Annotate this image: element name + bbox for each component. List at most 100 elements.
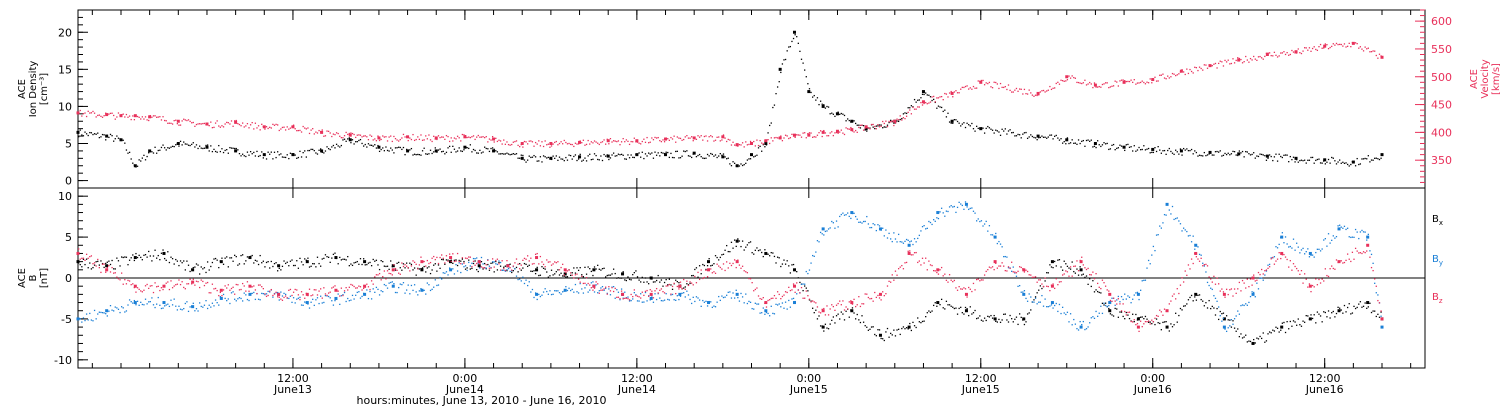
bx-series-trace [178, 264, 180, 267]
velocity-series-trace [546, 144, 548, 146]
velocity-series-point [205, 122, 209, 126]
ion-density-series-trace [97, 132, 99, 134]
by-series-trace [1122, 298, 1124, 301]
bz-series-point [1050, 284, 1054, 288]
by-series-point [191, 305, 195, 309]
velocity-series-trace [1060, 79, 1062, 81]
velocity-series-trace [926, 103, 928, 105]
bx-series-trace [401, 269, 403, 271]
velocity-series-trace [527, 143, 529, 145]
by-series-trace [1097, 315, 1099, 317]
ion-density-series-trace [1259, 153, 1261, 155]
bz-series-trace [944, 273, 946, 275]
by-series-trace [1311, 254, 1314, 256]
ion-density-series-trace [388, 150, 390, 152]
bz-series-trace [619, 297, 621, 300]
by-series-trace [601, 285, 604, 288]
velocity-series-trace [375, 140, 378, 142]
bz-series-trace [1259, 273, 1261, 276]
velocity-series-trace [843, 133, 846, 136]
bz-series-trace [1253, 274, 1255, 276]
velocity-series-trace [1009, 89, 1011, 92]
bz-series-trace [762, 297, 764, 299]
bx-series-trace [753, 253, 755, 255]
bz-series-trace [1184, 270, 1186, 272]
bz-series-trace [1162, 314, 1164, 316]
bz-series-trace [1262, 273, 1264, 275]
bx-series-trace [662, 285, 664, 287]
ion-density-series-trace [901, 117, 903, 120]
by-series-trace [1278, 243, 1280, 246]
ion-density-series-trace [880, 124, 882, 126]
bz-series-trace [310, 295, 312, 297]
by-series-trace [1192, 235, 1194, 237]
velocity-series-trace [598, 143, 600, 146]
ion-density-series-trace [667, 151, 669, 154]
bz-series-point [1194, 251, 1198, 255]
bx-series-trace [698, 265, 701, 267]
ion-density-series-trace [307, 149, 309, 152]
velocity-series-point [234, 120, 238, 124]
bx-series-trace [1004, 313, 1006, 315]
ion-density-series-trace [1189, 149, 1191, 152]
bx-series-trace [1337, 306, 1339, 308]
by-series-trace [886, 237, 889, 239]
bz-series-trace [197, 281, 199, 283]
by-series-point [821, 227, 825, 231]
velocity-series-trace [522, 146, 524, 148]
ion-density-series-trace [1272, 159, 1274, 162]
by-series-trace [1302, 247, 1304, 250]
ion-density-series-trace [985, 127, 987, 130]
bx-series-trace [1313, 314, 1315, 316]
by-series-trace [1082, 320, 1084, 323]
velocity-series-trace [363, 135, 365, 137]
ion-density-series-trace [603, 153, 605, 156]
bz-series-trace [819, 312, 822, 314]
bx-series-trace [296, 260, 298, 262]
velocity-series-trace [862, 129, 865, 131]
velocity-series-trace [1100, 86, 1102, 88]
velocity-series-trace [1014, 89, 1016, 91]
velocity-series-trace [593, 140, 596, 142]
by-series-trace [1334, 237, 1336, 239]
by-series-trace [479, 267, 481, 269]
bx-series-trace [238, 263, 241, 265]
ion-density-series-trace [883, 126, 885, 128]
bz-series-trace [1023, 271, 1026, 273]
bx-series-trace [915, 326, 917, 329]
bz-series-trace [194, 284, 196, 286]
ion-density-series-trace [546, 157, 548, 159]
bz-series-trace [1026, 270, 1029, 273]
ion-density-series-trace [327, 148, 330, 150]
bx-series-trace [776, 256, 779, 258]
ion-density-series-trace [784, 58, 787, 61]
ion-density-series-trace [945, 116, 948, 118]
bx-series-trace [1332, 310, 1334, 313]
bx-series-trace [1057, 259, 1059, 261]
velocity-series-trace [170, 122, 172, 124]
ion-density-series-trace [818, 103, 820, 106]
velocity-series-trace [234, 120, 236, 122]
by-series-trace [605, 287, 607, 290]
ion-density-series-trace [1039, 136, 1041, 139]
velocity-series-trace [1284, 53, 1287, 56]
by-series-trace [716, 301, 718, 303]
velocity-series-point [1151, 78, 1155, 82]
ion-density-series-trace [203, 147, 206, 149]
velocity-series-trace [1197, 69, 1199, 72]
bx-series-trace [78, 262, 80, 264]
by-series-trace [679, 295, 682, 297]
bz-series-trace [671, 285, 674, 288]
bz-series-trace [394, 267, 397, 270]
bz-series-trace [1237, 288, 1239, 290]
velocity-series-trace [479, 136, 481, 138]
bz-series-trace [323, 287, 325, 289]
ion-density-series-trace [370, 144, 373, 146]
ion-density-series-trace [778, 81, 780, 83]
by-series-trace [533, 296, 535, 299]
bz-series-trace [506, 259, 508, 262]
ion-density-series-trace [343, 138, 346, 140]
bx-series-trace [108, 260, 110, 262]
bz-series-trace [482, 267, 484, 269]
velocity-series-trace [1362, 50, 1365, 52]
